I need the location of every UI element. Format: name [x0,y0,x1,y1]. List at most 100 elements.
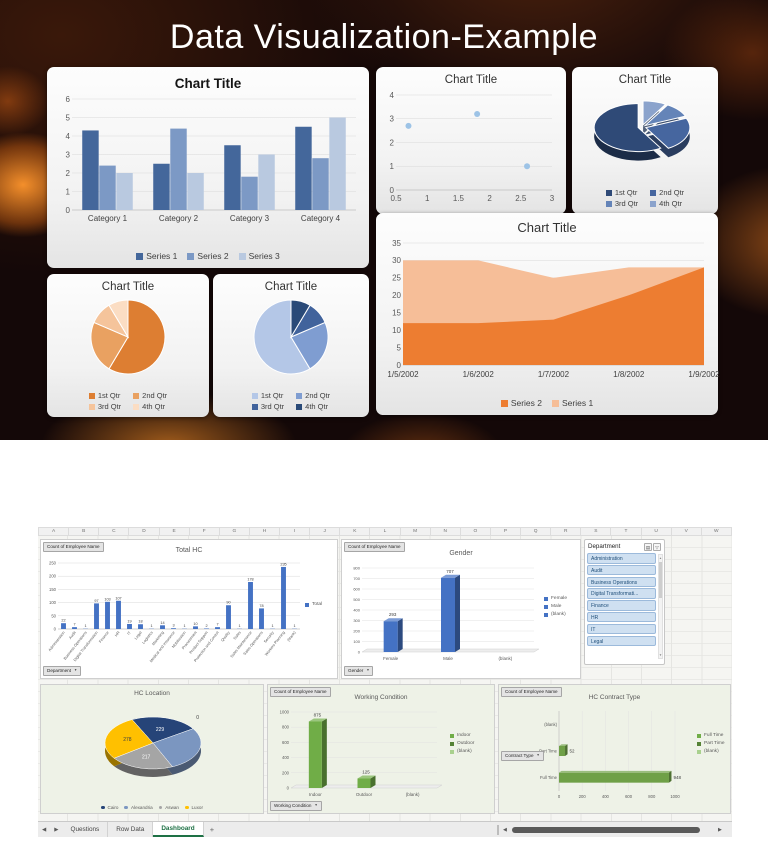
slicer-item-it[interactable]: IT [587,623,656,635]
legend-label: Series 1 [146,251,178,261]
slicer-item-hr[interactable]: HR [587,611,656,623]
legend-label: 3rd Qtr [97,402,122,411]
hscroll-right-icon[interactable] [718,822,722,838]
pivot-value-field-button[interactable]: Count of Employee Name [43,542,104,552]
legend-swatch [450,733,454,738]
legend-swatch [697,749,701,754]
svg-text:875: 875 [314,713,322,718]
legend-item: 1st Qtr [88,391,121,400]
legend-label: Series 2 [197,251,229,261]
column-header-f[interactable]: F [190,528,220,535]
sheet-tab-row-data[interactable]: Row Data [108,822,154,837]
column-header-n[interactable]: N [431,528,461,535]
pivot-value-field-button[interactable]: Count of Employee Name [501,687,562,697]
slicer-item-business-operations[interactable]: Business Operations [587,576,656,588]
hc-contract-type-bar-chart: 0 200 400 600 800 1000 Full Time 948 Part Time 52… [539,711,681,799]
column-header-r[interactable]: R [551,528,582,535]
clear-filter-icon[interactable] [653,542,661,551]
gender-axis-field-button[interactable]: Gender [344,666,374,676]
svg-text:4: 4 [66,132,71,141]
legend-label: Outdoor [457,741,475,746]
legend-label: Series 3 [248,251,280,261]
legend-item: Aswan [158,805,179,810]
column-header-m[interactable]: M [401,528,431,535]
legend-swatch [238,252,246,260]
svg-text:20: 20 [392,291,401,300]
svg-text:3: 3 [550,194,555,203]
pivot-value-field-button[interactable]: Count of Employee Name [270,687,331,697]
legend-item: Alexandria [124,805,153,810]
svg-text:107: 107 [115,596,121,600]
chart-title: HC Location [134,690,170,697]
pivot-value-field-button[interactable]: Count of Employee Name [344,542,405,552]
column-header-t[interactable]: T [611,528,642,535]
column-header-u[interactable]: U [642,528,672,535]
dropdown-arrow-icon [74,668,77,674]
legend-label: Alexandria [130,805,153,810]
hscroll-left-icon[interactable] [503,822,507,838]
column-header-s[interactable]: S [581,528,612,535]
sheet-tab-questions[interactable]: Questions [62,822,109,837]
column-header-w[interactable]: W [702,528,732,535]
sheet-tab-dashboard[interactable]: Dashboard [153,822,204,837]
svg-text:1.5: 1.5 [453,194,465,203]
column-header-b[interactable]: B [69,528,100,535]
slicer-item-legal[interactable]: Legal [587,635,656,647]
contract-type-axis-field-button[interactable]: Contract Type [501,751,544,761]
hscroll-thumb[interactable] [512,827,700,833]
svg-text:300: 300 [353,618,360,623]
slicer-item-finance[interactable]: Finance [587,600,656,611]
column-header-o[interactable]: O [461,528,491,535]
column-header-a[interactable]: A [39,528,70,535]
column-header-d[interactable]: D [129,528,160,535]
svg-text:125: 125 [362,770,370,775]
sheet-nav-left-icon[interactable] [38,822,50,837]
column-header-e[interactable]: E [160,528,190,535]
slicer-scrollbar[interactable] [658,554,663,659]
chart-title: Total HC [175,547,203,554]
pane-split-handle[interactable] [497,825,499,835]
hc-location-pie-chart: 229 217 278 0 [104,715,202,777]
column-header-l[interactable]: L [370,528,401,535]
legend-item: Total [305,602,322,607]
pivot-button-label: Count of Employee Name [47,544,100,549]
column-header-c[interactable]: C [99,528,130,535]
chart-legend: 1st Qtr 2nd Qtr 3rd Qtr 4th Qtr [213,391,369,411]
column-header-p[interactable]: P [491,528,521,535]
svg-text:1/7/2002: 1/7/2002 [538,370,570,379]
scroll-down-icon[interactable] [659,652,662,658]
legend-item: 1st Qtr [605,188,638,197]
chart-title: HC Contract Type [588,694,641,701]
column-header-g[interactable]: G [220,528,250,535]
legend-label: 2nd Qtr [659,188,685,197]
legend-swatch [296,392,303,399]
multi-select-icon[interactable] [644,542,652,551]
slicer-item-digital-transformati-[interactable]: Digital Transformati... [587,588,656,599]
legend-item: Luxor [185,805,203,810]
slicer-item-audit[interactable]: Audit [587,564,656,576]
svg-text:278: 278 [123,737,132,743]
column-header-q[interactable]: Q [521,528,552,535]
department-axis-field-button[interactable]: Department [43,666,82,676]
svg-text:(blank): (blank) [498,656,512,661]
svg-text:1: 1 [425,194,430,203]
pivot-button-label: Department [47,668,72,674]
column-header-h[interactable]: H [250,528,280,535]
working-condition-axis-field-button[interactable]: Working Condition [270,801,322,811]
scrollbar-thumb[interactable] [659,562,662,598]
legend-swatch [251,403,258,410]
column-header-j[interactable]: J [310,528,341,535]
sheet-nav-right-icon[interactable] [50,822,62,837]
legend-label: 4th Qtr [142,402,166,411]
slicer-item-administration[interactable]: Administration [587,553,656,564]
pivot-button-label: Gender [348,668,364,674]
column-header-k[interactable]: K [340,528,371,535]
legend-swatch [251,392,258,399]
column-header-i[interactable]: I [280,528,311,535]
svg-text:78: 78 [259,604,263,608]
column-header-v[interactable]: V [672,528,702,535]
chart-legend: Full Time Part Time (blank) [697,733,725,754]
scroll-up-icon[interactable] [659,555,662,561]
legend-item: 4th Qtr [650,199,684,208]
add-sheet-button[interactable]: + [209,825,215,834]
